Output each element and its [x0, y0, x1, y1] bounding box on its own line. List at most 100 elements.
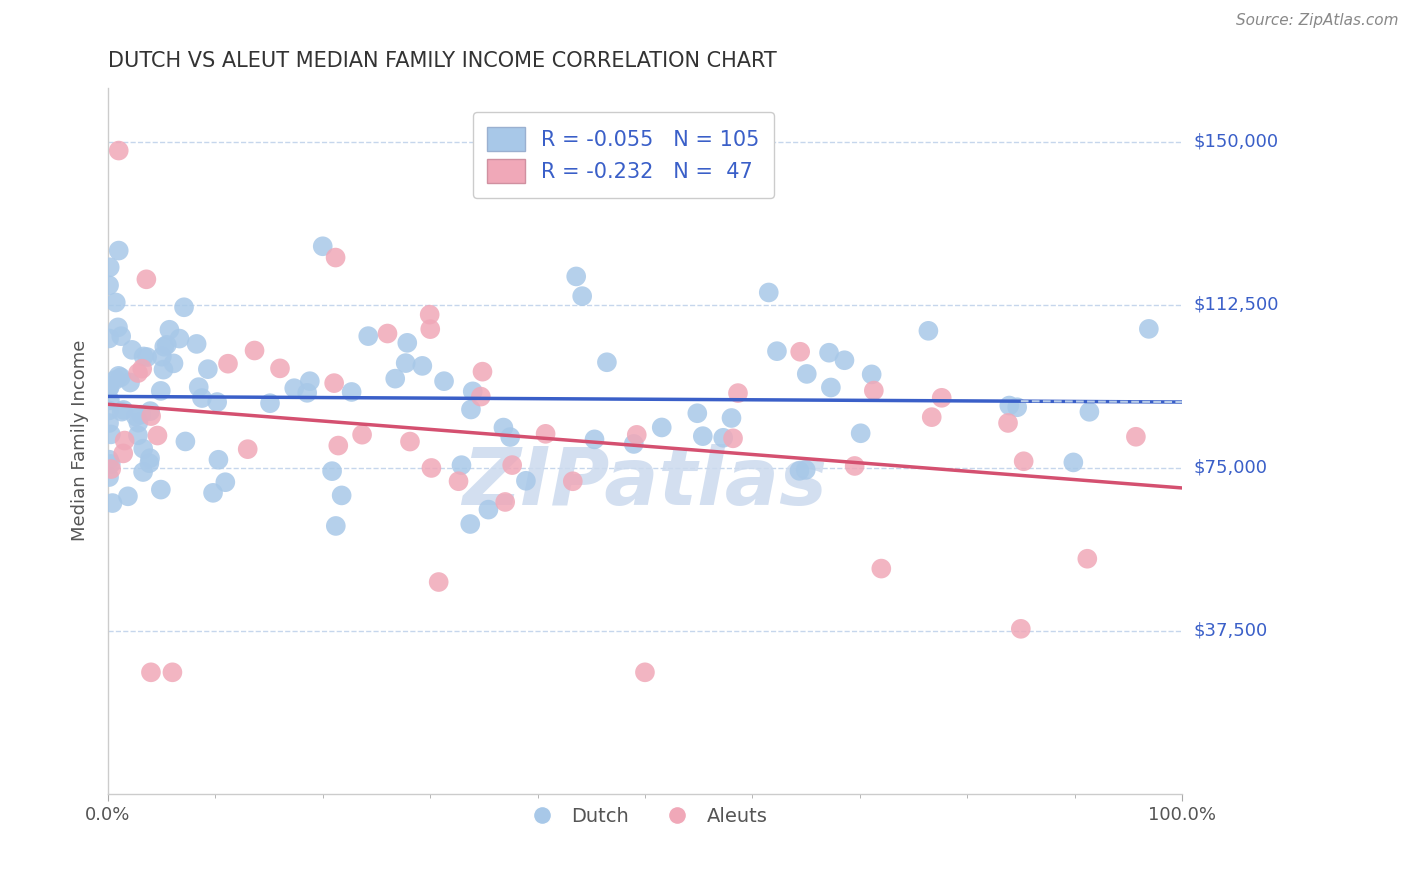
Point: [114, 434, 136, 448]
Point: [1076, 551, 1098, 566]
Point: [139, 404, 162, 418]
Point: [789, 464, 811, 478]
Point: [187, 380, 209, 394]
Point: [121, 343, 143, 357]
Point: [411, 359, 433, 373]
Point: [110, 329, 132, 343]
Point: [98, 416, 121, 430]
Point: [98, 331, 121, 345]
Point: [634, 665, 657, 680]
Point: [98, 452, 121, 467]
Point: [477, 502, 499, 516]
Point: [295, 385, 318, 400]
Point: [135, 272, 157, 286]
Point: [433, 374, 456, 388]
Point: [796, 367, 818, 381]
Point: [98, 403, 121, 417]
Point: [107, 320, 129, 334]
Point: [132, 350, 155, 364]
Point: [501, 458, 523, 472]
Point: [794, 463, 817, 477]
Point: [447, 474, 470, 488]
Point: [207, 452, 229, 467]
Point: [186, 337, 208, 351]
Point: [721, 431, 744, 445]
Point: [127, 428, 149, 442]
Point: [98, 470, 121, 484]
Point: [328, 439, 350, 453]
Point: [146, 428, 169, 442]
Point: [651, 420, 673, 434]
Point: [1005, 401, 1028, 415]
Point: [565, 269, 588, 284]
Point: [153, 340, 176, 354]
Point: [259, 396, 281, 410]
Point: [243, 343, 266, 358]
Point: [494, 495, 516, 509]
Point: [860, 368, 883, 382]
Point: [107, 244, 129, 258]
Point: [321, 464, 343, 478]
Point: [357, 329, 380, 343]
Point: [789, 344, 811, 359]
Point: [149, 483, 172, 497]
Point: [138, 456, 160, 470]
Text: ZIPatlas: ZIPatlas: [463, 444, 828, 522]
Point: [863, 384, 886, 398]
Point: [298, 374, 321, 388]
Point: [169, 332, 191, 346]
Point: [104, 295, 127, 310]
Point: [191, 391, 214, 405]
Point: [117, 489, 139, 503]
Point: [100, 462, 122, 476]
Point: [107, 368, 129, 383]
Point: [214, 475, 236, 490]
Point: [127, 366, 149, 380]
Point: [461, 384, 484, 399]
Point: [132, 442, 155, 456]
Point: [157, 323, 180, 337]
Point: [129, 408, 152, 422]
Point: [98, 278, 121, 293]
Point: [377, 326, 399, 341]
Point: [202, 486, 225, 500]
Point: [820, 380, 842, 394]
Point: [834, 353, 856, 368]
Point: [312, 239, 335, 253]
Point: [330, 488, 353, 502]
Point: [626, 428, 648, 442]
Point: [1062, 455, 1084, 469]
Point: [427, 574, 450, 589]
Point: [107, 144, 129, 158]
Point: [727, 386, 749, 401]
Point: [236, 442, 259, 457]
Point: [1078, 405, 1101, 419]
Point: [720, 411, 742, 425]
Point: [127, 416, 149, 430]
Point: [283, 381, 305, 395]
Point: [98, 380, 121, 394]
Point: [1010, 622, 1032, 636]
Point: [131, 361, 153, 376]
Point: [561, 475, 583, 489]
Point: [917, 324, 939, 338]
Point: [458, 516, 481, 531]
Point: [499, 430, 522, 444]
Point: [139, 665, 162, 680]
Point: [156, 338, 179, 352]
Text: DUTCH VS ALEUT MEDIAN FAMILY INCOME CORRELATION CHART: DUTCH VS ALEUT MEDIAN FAMILY INCOME CORR…: [108, 51, 776, 70]
Point: [325, 519, 347, 533]
Y-axis label: Median Family Income: Median Family Income: [72, 340, 89, 541]
Point: [596, 355, 619, 369]
Point: [217, 357, 239, 371]
Point: [173, 300, 195, 314]
Point: [515, 474, 537, 488]
Text: $150,000: $150,000: [1194, 133, 1278, 151]
Point: [104, 373, 127, 387]
Point: [931, 391, 953, 405]
Text: Source: ZipAtlas.com: Source: ZipAtlas.com: [1236, 13, 1399, 29]
Text: $112,500: $112,500: [1194, 296, 1278, 314]
Point: [323, 376, 346, 391]
Point: [534, 426, 557, 441]
Point: [623, 437, 645, 451]
